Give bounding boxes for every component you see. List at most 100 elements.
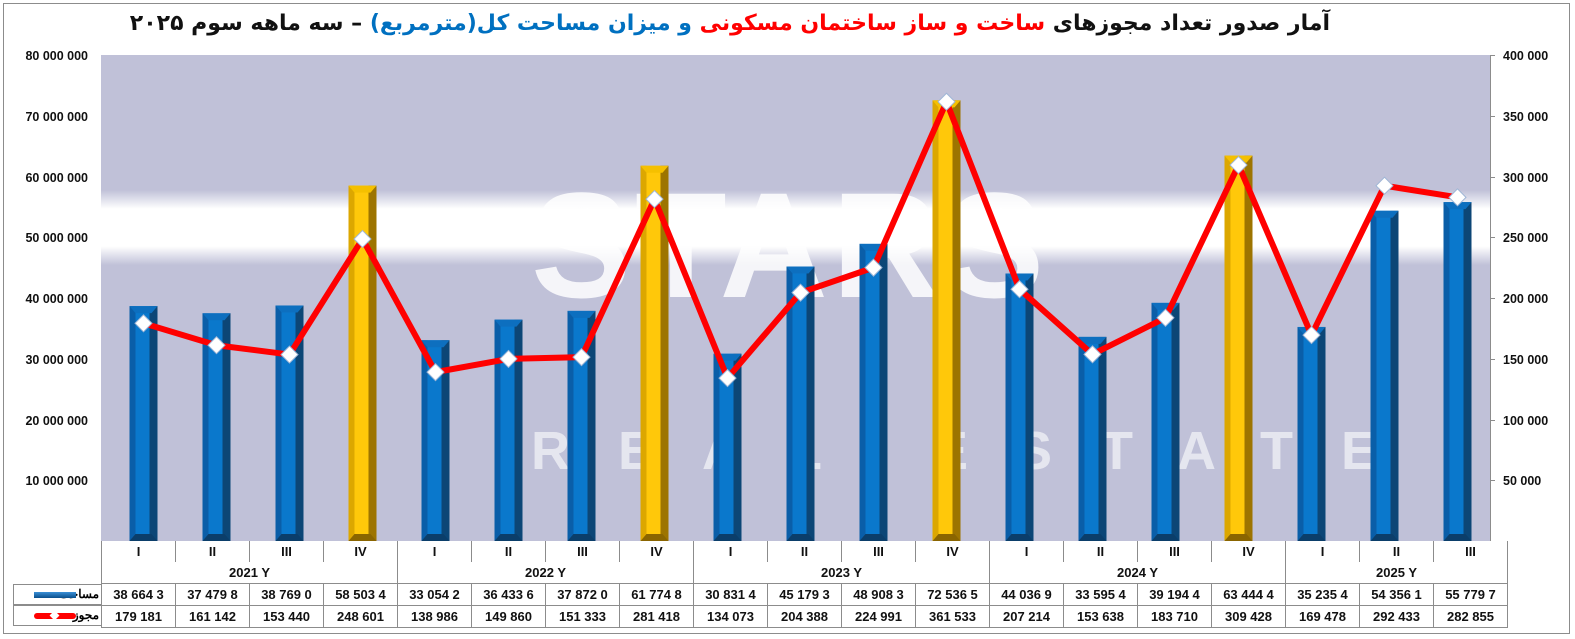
bar bbox=[1005, 273, 1034, 541]
diamond-marker-icon bbox=[1302, 325, 1321, 345]
bar-base bbox=[275, 534, 304, 541]
title-part-3: و میزان مساحت کل(مترمربع) bbox=[369, 11, 700, 36]
area-bars bbox=[129, 100, 1472, 541]
y-right-tick bbox=[1490, 176, 1495, 178]
bar bbox=[1370, 210, 1399, 541]
diamond-marker-icon bbox=[499, 349, 518, 369]
area-row: 38 664 3 37 479 8 38 769 0 58 503 4 33 054 2… bbox=[101, 583, 1508, 606]
diamond-marker-icon bbox=[353, 229, 372, 249]
area-value-cell: 33 054 2 bbox=[397, 583, 472, 606]
quarter-label: II bbox=[471, 541, 546, 562]
quarter-label: III bbox=[249, 541, 324, 562]
area-value-cell: 63 444 4 bbox=[1211, 583, 1286, 606]
legend-line-swatch-icon bbox=[34, 613, 76, 619]
permits-value-cell: 179 181 bbox=[101, 605, 176, 628]
y-right-tick bbox=[1490, 358, 1495, 360]
bar bbox=[786, 266, 815, 541]
legend-permits: مجوز bbox=[13, 605, 101, 626]
quarter-label: III bbox=[1137, 541, 1212, 562]
area-value-cell: 37 479 8 bbox=[175, 583, 250, 606]
y-right-tick bbox=[1490, 419, 1495, 421]
bar-base bbox=[1224, 534, 1253, 541]
bar-base bbox=[1078, 534, 1107, 541]
bar-base bbox=[202, 534, 231, 541]
diamond-marker-icon bbox=[864, 258, 883, 277]
quarter-label: III bbox=[545, 541, 620, 562]
diamond-marker-icon bbox=[791, 283, 810, 302]
watermark-band bbox=[101, 190, 1490, 265]
quarter-label: I bbox=[1285, 541, 1360, 562]
diamond-marker-icon bbox=[718, 368, 737, 388]
quarter-label: III bbox=[841, 541, 916, 562]
permits-value-cell: 224 991 bbox=[841, 605, 916, 628]
permits-value-cell: 281 418 bbox=[619, 605, 694, 628]
y-right-tick-label: 200 000 bbox=[1503, 292, 1549, 306]
bar-base bbox=[786, 534, 815, 541]
permits-value-cell: 204 388 bbox=[767, 605, 842, 628]
bar-cap bbox=[202, 313, 231, 321]
area-value-cell: 33 595 4 bbox=[1063, 583, 1138, 606]
area-value-cell: 39 194 4 bbox=[1137, 583, 1212, 606]
y-right-tick-label: 350 000 bbox=[1503, 109, 1549, 124]
bar-base bbox=[1443, 534, 1472, 541]
y-left-tick-label: 30 000 000 bbox=[25, 352, 88, 367]
y-right-tick bbox=[1490, 480, 1495, 482]
bar bbox=[1151, 302, 1180, 541]
bar-cap bbox=[494, 319, 523, 327]
bar-cap bbox=[421, 340, 450, 348]
y-left-tick-label: 70 000 000 bbox=[25, 109, 88, 124]
diamond-marker-icon bbox=[207, 336, 226, 355]
bar-base bbox=[1297, 534, 1326, 541]
bar-base bbox=[129, 534, 158, 541]
area-value-cell: 72 536 5 bbox=[915, 583, 990, 606]
y-right-tick-label: 100 000 bbox=[1503, 413, 1549, 428]
permits-value-cell: 149 860 bbox=[471, 605, 546, 628]
permits-value-cell: 169 478 bbox=[1285, 605, 1360, 628]
y-left-tick-label: 40 000 000 bbox=[25, 292, 88, 306]
diamond-marker-icon bbox=[572, 347, 591, 367]
y-right-tick-label: 400 000 bbox=[1503, 49, 1549, 63]
permits-line bbox=[134, 92, 1467, 388]
bar-q4 bbox=[932, 100, 961, 541]
year-label: 2021 Y bbox=[101, 562, 398, 584]
permits-value-cell: 248 601 bbox=[323, 605, 398, 628]
y-right-tick bbox=[1490, 55, 1495, 56]
y-right-tick bbox=[1490, 237, 1495, 239]
legend-permits-label: مجوز bbox=[72, 608, 99, 622]
bar-base bbox=[421, 534, 450, 541]
bar bbox=[1078, 336, 1107, 541]
bar-base bbox=[348, 534, 377, 541]
y-right-tick-label: 50 000 bbox=[1503, 474, 1542, 489]
quarter-label: II bbox=[175, 541, 250, 562]
area-value-cell: 37 872 0 bbox=[545, 583, 620, 606]
diamond-marker-icon bbox=[645, 189, 664, 209]
bar bbox=[1297, 326, 1326, 541]
bar-base bbox=[494, 534, 523, 541]
quarter-row: I II III IV I II III IV I II III IV I II III IV I II III bbox=[101, 541, 1508, 562]
y-left-tick-label: 50 000 000 bbox=[25, 231, 88, 246]
permits-value-cell: 153 638 bbox=[1063, 605, 1138, 628]
y-right-tick-label: 150 000 bbox=[1503, 352, 1549, 367]
diamond-marker-icon bbox=[937, 92, 956, 111]
bar-base bbox=[1370, 534, 1399, 541]
bar-cap bbox=[640, 165, 669, 173]
bar-base bbox=[1005, 534, 1034, 541]
quarter-label: I bbox=[101, 541, 176, 562]
legend-area: مساحت bbox=[13, 584, 101, 605]
bar-cap bbox=[1078, 336, 1107, 344]
permits-value-cell: 292 433 bbox=[1359, 605, 1434, 628]
quarter-label: IV bbox=[323, 541, 398, 562]
y-left-tick-label: 60 000 000 bbox=[25, 170, 88, 185]
diamond-marker-icon bbox=[1083, 345, 1102, 364]
y-left-tick-label: 80 000 000 bbox=[25, 49, 88, 63]
y-right-tick bbox=[1490, 298, 1495, 299]
permits-row: 179 181 161 142 153 440 248 601 138 986 149 8… bbox=[101, 605, 1508, 628]
area-value-cell: 61 774 8 bbox=[619, 583, 694, 606]
bar bbox=[129, 306, 158, 541]
bar-cap bbox=[348, 185, 377, 193]
bar-base bbox=[932, 534, 961, 541]
chart-title: آمار صدور تعداد مجوزهای ساخت و ساز ساختم… bbox=[130, 6, 1330, 42]
title-part-2: ساخت و ساز ساختمان مسکونی bbox=[699, 11, 1046, 36]
quarter-label: I bbox=[397, 541, 472, 562]
quarter-label: II bbox=[767, 541, 842, 562]
